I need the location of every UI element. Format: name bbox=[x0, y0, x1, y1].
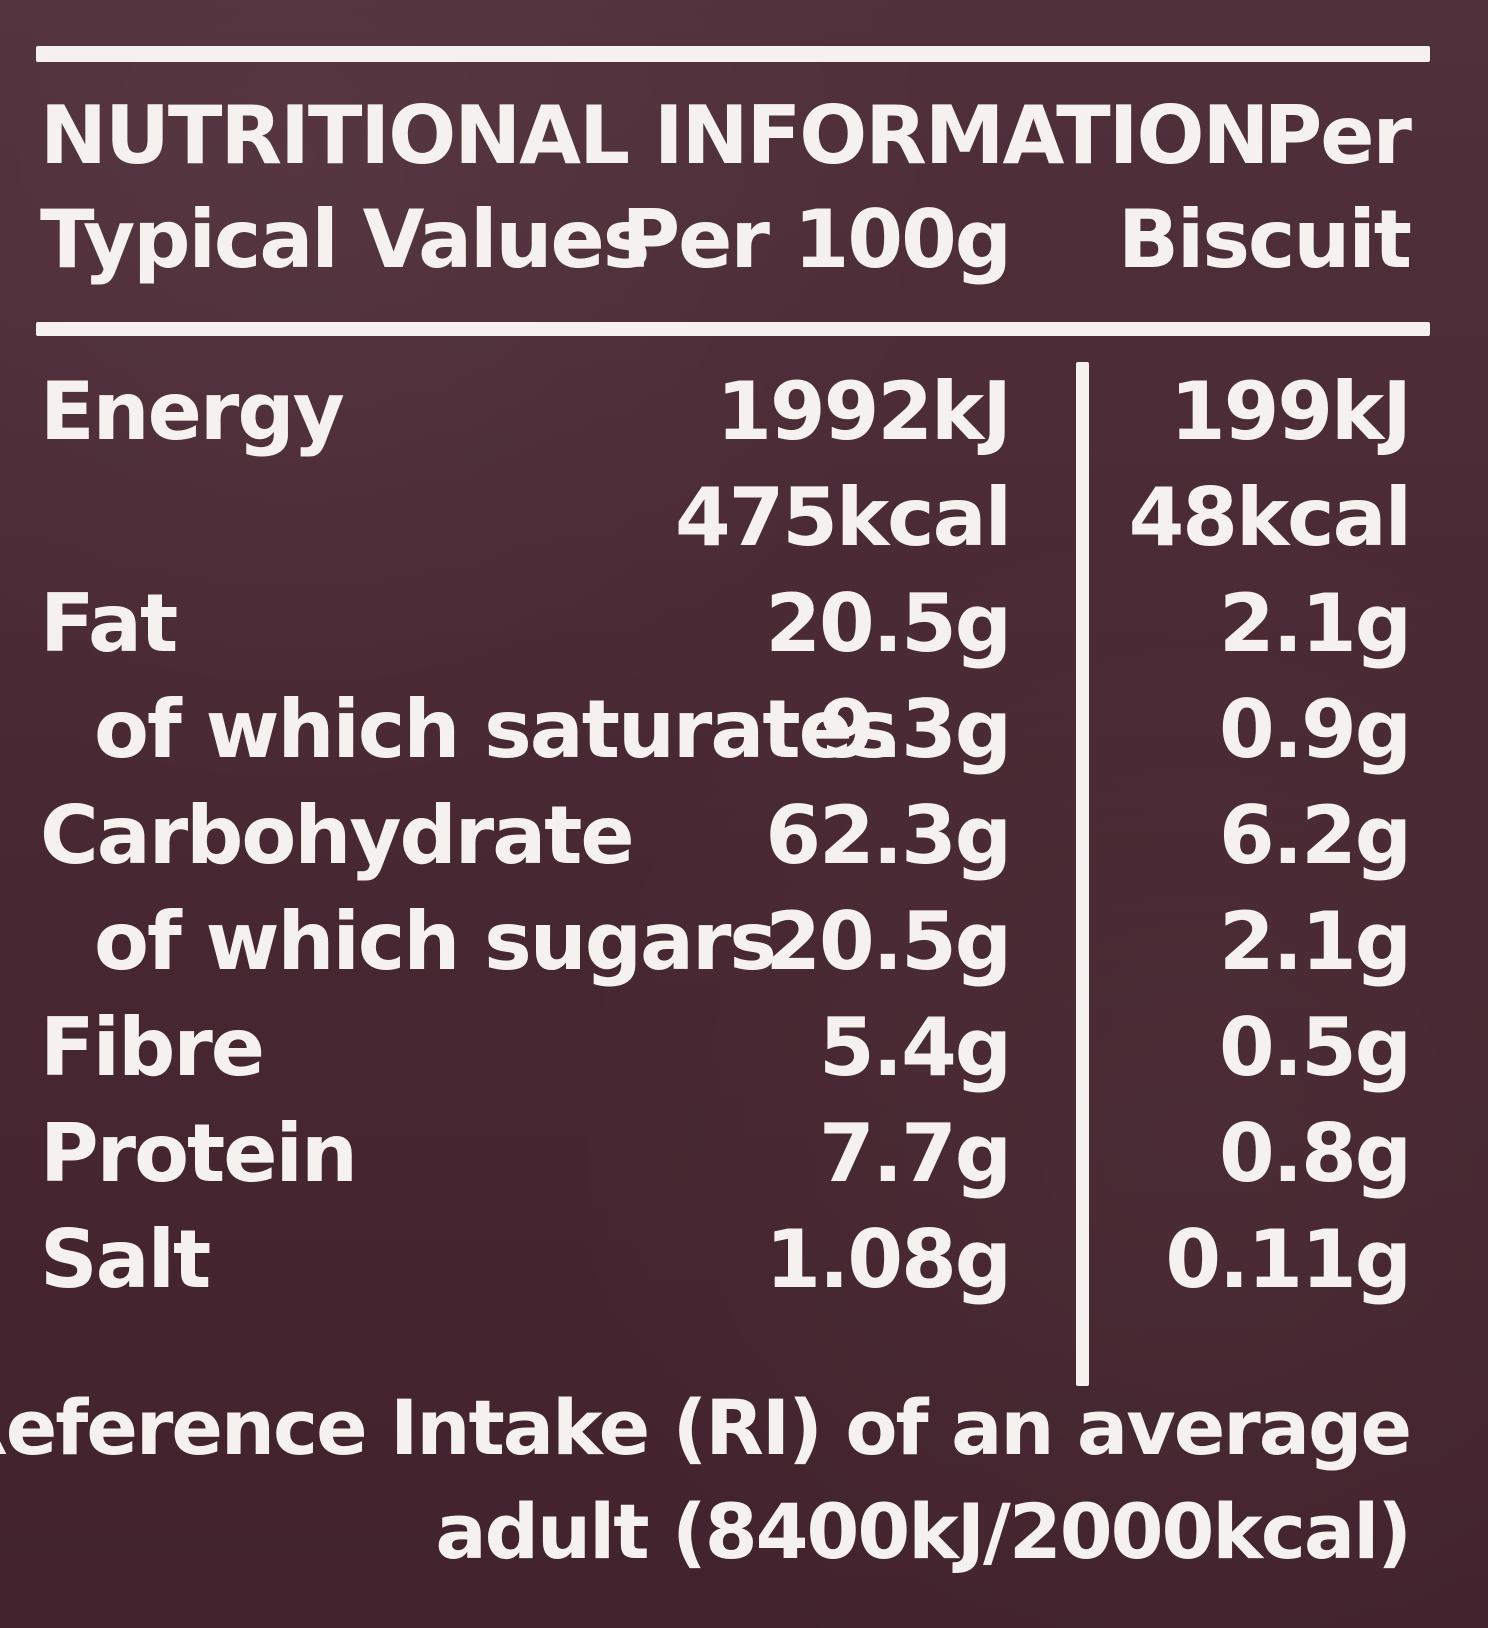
row-energy-biscuit: 199kJ bbox=[1170, 365, 1412, 458]
row-carbohydrate-biscuit: 6.2g bbox=[1219, 789, 1412, 882]
reference-intake-line1: Reference Intake (RI) of an average bbox=[0, 1383, 1412, 1472]
row-fat-name: Fat bbox=[40, 577, 178, 670]
row-carbohydrate-name: Carbohydrate bbox=[40, 789, 635, 882]
column-divider bbox=[1076, 362, 1089, 1386]
row-fibre-name: Fibre bbox=[40, 1001, 265, 1094]
row-fibre-per100: 5.4g bbox=[819, 1001, 1012, 1094]
row-sugars-per100: 20.5g bbox=[765, 895, 1012, 988]
header-typical-values: Typical Values bbox=[40, 193, 650, 286]
row-kcal-biscuit: 48kcal bbox=[1128, 471, 1412, 564]
row-kcal-per100: 475kcal bbox=[674, 471, 1012, 564]
row-carbohydrate-per100: 62.3g bbox=[765, 789, 1012, 882]
row-protein-biscuit: 0.8g bbox=[1219, 1107, 1412, 1200]
nutrition-title: NUTRITIONAL INFORMATION bbox=[40, 89, 1269, 182]
row-salt-biscuit: 0.11g bbox=[1165, 1213, 1412, 1306]
row-energy-name: Energy bbox=[40, 365, 345, 458]
row-protein-per100: 7.7g bbox=[819, 1107, 1012, 1200]
row-sugars-biscuit: 2.1g bbox=[1219, 895, 1412, 988]
row-fat-per100: 20.5g bbox=[765, 577, 1012, 670]
row-fat-biscuit: 2.1g bbox=[1219, 577, 1412, 670]
row-energy-per100: 1992kJ bbox=[716, 365, 1012, 458]
header-per: Per bbox=[1263, 89, 1412, 182]
row-salt-per100: 1.08g bbox=[765, 1213, 1012, 1306]
header-rule bbox=[36, 322, 1430, 336]
row-salt-name: Salt bbox=[40, 1213, 211, 1306]
top-rule bbox=[36, 46, 1430, 62]
row-saturates-per100: 9.3g bbox=[819, 683, 1012, 776]
row-fibre-biscuit: 0.5g bbox=[1219, 1001, 1412, 1094]
header-biscuit: Biscuit bbox=[1117, 193, 1412, 286]
header-per-100g: Per 100g bbox=[621, 193, 1012, 286]
row-saturates-biscuit: 0.9g bbox=[1219, 683, 1412, 776]
row-protein-name: Protein bbox=[40, 1107, 358, 1200]
row-sugars-name: of which sugars bbox=[94, 895, 777, 988]
reference-intake-line2: adult (8400kJ/2000kcal) bbox=[435, 1487, 1412, 1576]
row-saturates-name: of which saturates bbox=[94, 683, 898, 776]
